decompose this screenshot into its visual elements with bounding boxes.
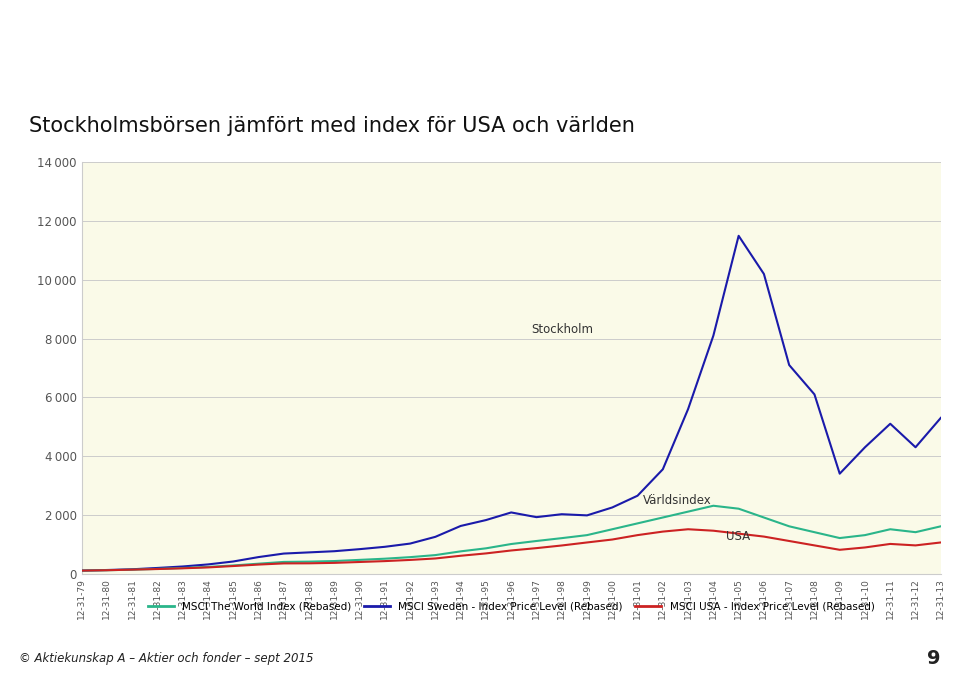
Text: USA: USA — [726, 530, 750, 542]
Text: Världsindex: Världsindex — [642, 495, 711, 507]
Text: © Aktiekunskap A – Aktier och fonder – sept 2015: © Aktiekunskap A – Aktier och fonder – s… — [19, 652, 314, 665]
Text: Aktiespararna: Aktiespararna — [19, 34, 349, 76]
Text: Stockholm: Stockholm — [532, 323, 593, 336]
Legend: MSCI The World Index (Rebased), MSCI Sweden - Index Price Level (Rebased), MSCI : MSCI The World Index (Rebased), MSCI Swe… — [144, 597, 878, 616]
Text: Stockholmsbörsen jämfört med index för USA och världen: Stockholmsbörsen jämfört med index för U… — [29, 116, 635, 136]
Text: 9: 9 — [927, 650, 941, 668]
